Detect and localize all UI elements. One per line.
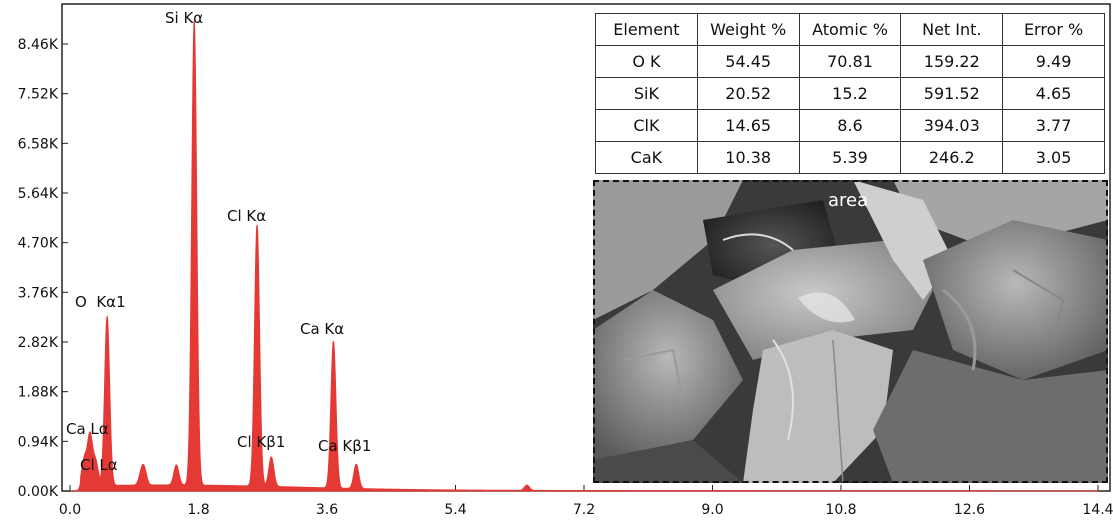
x-tick-label: 1.8 (187, 502, 209, 518)
cell-net-int: 591.52 (900, 77, 1004, 110)
cell-net-int: 159.22 (900, 45, 1004, 78)
x-tick-label: 0.0 (59, 502, 81, 518)
cell-element: O K (595, 45, 698, 78)
cell-net-int: 394.03 (900, 109, 1004, 142)
header-net-int: Net Int. (900, 13, 1004, 46)
cell-element: ClK (595, 109, 698, 142)
cell-atomic: 8.6 (798, 109, 902, 142)
x-tick-label: 7.2 (573, 502, 595, 518)
cell-net-int: 246.2 (900, 141, 1004, 174)
x-axis: 0.0 1.8 3.6 5.4 7.2 9.0 10.8 12.6 14.4 (59, 485, 1113, 518)
table-row: O K 54.45 70.81 159.22 9.49 (595, 45, 1105, 78)
table-row: CaK 10.38 5.39 246.2 3.05 (595, 141, 1105, 174)
sem-micrograph-texture (593, 180, 1108, 483)
sem-micrograph (593, 180, 1108, 483)
cell-weight: 10.38 (696, 141, 800, 174)
y-tick-label: 1.88K (18, 385, 59, 401)
cell-error: 4.65 (1002, 77, 1105, 110)
cell-weight: 14.65 (696, 109, 800, 142)
table-row: ClK 14.65 8.6 394.03 3.77 (595, 109, 1105, 142)
header-element: Element (595, 13, 698, 46)
x-tick-label: 5.4 (444, 502, 466, 518)
cell-atomic: 70.81 (798, 45, 902, 78)
cell-weight: 20.52 (696, 77, 800, 110)
peak-label: Si Kα (165, 9, 203, 27)
x-tick-label: 14.4 (1082, 502, 1113, 518)
peak-label: Cl Lα (80, 456, 118, 474)
y-tick-label: 6.58K (18, 136, 59, 152)
y-tick-label: 8.46K (18, 37, 59, 53)
header-error: Error % (1002, 13, 1105, 46)
y-tick-label: 4.70K (18, 236, 59, 252)
header-atomic: Atomic % (798, 13, 902, 46)
cell-weight: 54.45 (696, 45, 800, 78)
y-tick-label: 2.82K (18, 335, 59, 351)
cell-error: 3.77 (1002, 109, 1105, 142)
x-tick-label: 3.6 (316, 502, 338, 518)
cell-element: CaK (595, 141, 698, 174)
peak-label: Ca Lα (66, 420, 109, 438)
peak-labels: Ca Lα Cl Lα O Kα1 Si Kα Cl Kα Cl Kβ1 Ca Kα Ca K… (66, 9, 371, 474)
x-tick-label: 12.6 (954, 502, 985, 518)
table-header-row: Element Weight % Atomic % Net Int. Error… (595, 13, 1105, 46)
peak-label: O Kα1 (75, 293, 126, 311)
cell-error: 3.05 (1002, 141, 1105, 174)
x-tick-label: 10.8 (825, 502, 856, 518)
cell-atomic: 15.2 (798, 77, 902, 110)
peak-label: Ca Kβ1 (318, 437, 371, 455)
peak-label: Cl Kα (227, 207, 266, 225)
y-tick-label: 7.52K (18, 87, 59, 103)
element-results-table: Element Weight % Atomic % Net Int. Error… (595, 13, 1105, 174)
sem-area-label: area (828, 190, 869, 211)
x-tick-label: 9.0 (701, 502, 723, 518)
table-row: SiK 20.52 15.2 591.52 4.65 (595, 77, 1105, 110)
peak-label: Ca Kα (300, 320, 344, 338)
y-tick-label: 3.76K (18, 285, 59, 301)
y-tick-label: 5.64K (18, 186, 59, 202)
cell-error: 9.49 (1002, 45, 1105, 78)
peak-label: Cl Kβ1 (237, 433, 285, 451)
header-weight: Weight % (696, 13, 800, 46)
y-tick-label: 0.94K (18, 434, 59, 450)
spectrum-series (70, 20, 1099, 492)
y-axis: 0.00K 0.94K 1.88K 2.82K 3.76K 4.70K 5.64K 6.58K… (18, 37, 68, 500)
cell-atomic: 5.39 (798, 141, 902, 174)
cell-element: SiK (595, 77, 698, 110)
y-tick-label: 0.00K (18, 484, 59, 500)
